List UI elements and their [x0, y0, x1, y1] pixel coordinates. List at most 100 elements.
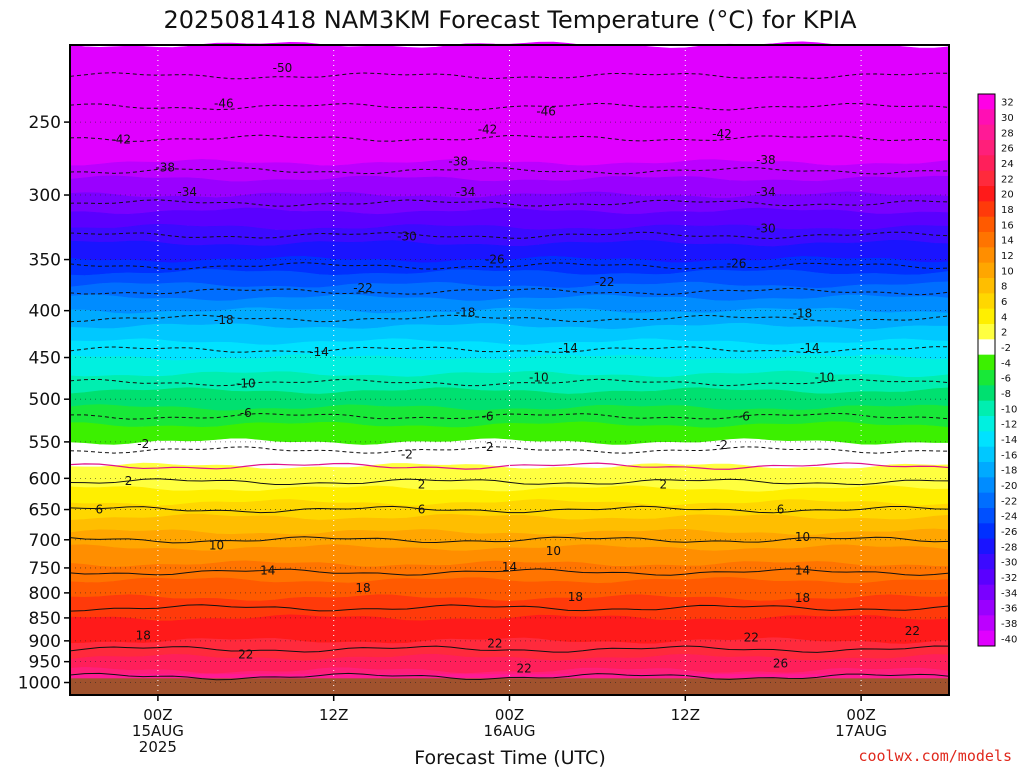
colorbar-swatch — [978, 431, 995, 448]
contour-label: -2 — [482, 440, 494, 454]
contour-label: 18 — [136, 628, 151, 642]
colorbar-swatch — [978, 201, 995, 218]
y-tick-label: 550 — [29, 433, 61, 453]
y-tick-label: 350 — [29, 251, 61, 271]
colorbar-swatch — [978, 492, 995, 509]
contour-label: -14 — [309, 345, 329, 359]
y-tick-label: 300 — [29, 186, 61, 206]
ground-mask — [70, 678, 949, 695]
colorbar-swatch — [978, 170, 995, 187]
colorbar-swatch — [978, 124, 995, 141]
y-tick-label: 850 — [29, 609, 61, 629]
contour-label: -10 — [529, 371, 549, 385]
colorbar-label: -34 — [1001, 588, 1017, 599]
contour-label: 22 — [744, 631, 759, 645]
contour-label: 14 — [502, 560, 517, 574]
colorbar-swatch — [978, 354, 995, 371]
contour-labels: -50-46-46-42-42 -42-38 -38 -38-34 -34 -34-30-… — [95, 61, 920, 676]
colorbar-label: 30 — [1001, 113, 1014, 124]
contour-label: 6 — [777, 503, 785, 517]
colorbar-swatch — [978, 308, 995, 325]
colorbar-label: -18 — [1001, 466, 1017, 477]
colorbar-label: -40 — [1001, 634, 1017, 645]
y-tick-label: 450 — [29, 349, 61, 369]
contour-label: -14 — [558, 341, 578, 355]
colorbar-label: 18 — [1001, 205, 1014, 216]
y-tick-label: 650 — [29, 501, 61, 521]
chart-title: 2025081418 NAM3KM Forecast Temperature (… — [163, 6, 857, 34]
y-tick-label: 1000 — [18, 674, 61, 694]
contour-line — [69, 505, 950, 514]
contour-label: -26 — [485, 253, 505, 267]
contour-label: -14 — [800, 341, 820, 355]
contour-label: -46 — [536, 104, 556, 118]
plot-grid — [70, 45, 949, 695]
colorbar-label: 24 — [1001, 159, 1014, 170]
contour-label: -10 — [236, 376, 256, 390]
colorbar-swatch — [978, 400, 995, 417]
contour-label: 18 — [568, 590, 583, 604]
x-tick-label: 00Z — [846, 706, 875, 724]
colorbar-label: -30 — [1001, 558, 1017, 569]
colorbar-label: -22 — [1001, 496, 1017, 507]
contour-label: 2 — [125, 474, 133, 488]
temperature-field — [69, 41, 950, 695]
colorbar-swatch — [978, 186, 995, 202]
colorbar-swatch — [978, 293, 995, 310]
y-axis: 250 300 350 400 450 500 550 600 650 700 750 800 850 9… — [18, 113, 70, 694]
temp-band — [70, 674, 949, 679]
colorbar-label: -6 — [1001, 374, 1011, 385]
contour-label: 22 — [905, 624, 920, 638]
contour-label: -42 — [478, 122, 498, 136]
colorbar-swatch — [978, 94, 995, 110]
contour-label: 10 — [546, 544, 561, 558]
contour-label: -42 — [712, 127, 732, 141]
colorbar-label: -28 — [1001, 542, 1017, 553]
contour-label: -2 — [401, 447, 413, 461]
contour-label: 14 — [795, 563, 810, 577]
credit-text[interactable]: coolwx.com/models — [858, 747, 1012, 765]
contour-label: -22 — [595, 275, 615, 289]
colorbar-swatch — [978, 416, 995, 432]
colorbar-swatch — [978, 324, 995, 340]
contour-label: -46 — [214, 97, 234, 111]
colorbar-label: 28 — [1001, 128, 1014, 139]
colorbar-swatch — [978, 370, 995, 386]
contour-label: -26 — [727, 257, 747, 271]
contour-label: -50 — [273, 61, 293, 75]
colorbar-swatch — [978, 339, 995, 356]
colorbar-swatch — [978, 247, 995, 264]
colorbar-label: 4 — [1001, 312, 1007, 323]
colorbar-label: 14 — [1001, 236, 1014, 247]
colorbar-swatch — [978, 109, 995, 126]
contour-label: 2 — [418, 478, 426, 492]
contour-label: -42 — [111, 133, 131, 147]
colorbar-swatch — [978, 508, 995, 524]
contour-line — [69, 672, 950, 681]
colorbar-label: -12 — [1001, 420, 1017, 431]
x-tick-label: 12Z — [319, 706, 348, 724]
contour-label: 22 — [517, 662, 532, 676]
contour-label: -38 — [448, 154, 468, 168]
contour-label: -2 — [716, 438, 728, 452]
x-tick-label: 12Z — [671, 706, 700, 724]
colorbar-label: -20 — [1001, 481, 1017, 492]
contour-label: 2 — [660, 478, 668, 492]
colorbar-label: 20 — [1001, 190, 1014, 201]
colorbar-label: 26 — [1001, 144, 1014, 155]
colorbar-swatch — [978, 600, 995, 616]
contour-label: 6 — [95, 503, 103, 517]
colorbar-label: 12 — [1001, 251, 1014, 262]
contour-label: -18 — [456, 306, 476, 320]
contour-label: 26 — [773, 657, 788, 671]
y-tick-label: 700 — [29, 531, 61, 551]
colorbar-swatch — [978, 140, 995, 156]
colorbar-label: -14 — [1001, 435, 1017, 446]
colorbar-swatch — [978, 538, 995, 555]
colorbar-legend: 32 30 28 26 24 22 20 18 16 14 12 10 8 6 4 2 -2 -4 -6 -8 -10 -… — [977, 93, 1017, 647]
contour-label: 22 — [487, 636, 502, 650]
colorbar-label: 16 — [1001, 220, 1014, 231]
contour-label: -2 — [137, 437, 149, 451]
colorbar-label: -4 — [1001, 358, 1011, 369]
